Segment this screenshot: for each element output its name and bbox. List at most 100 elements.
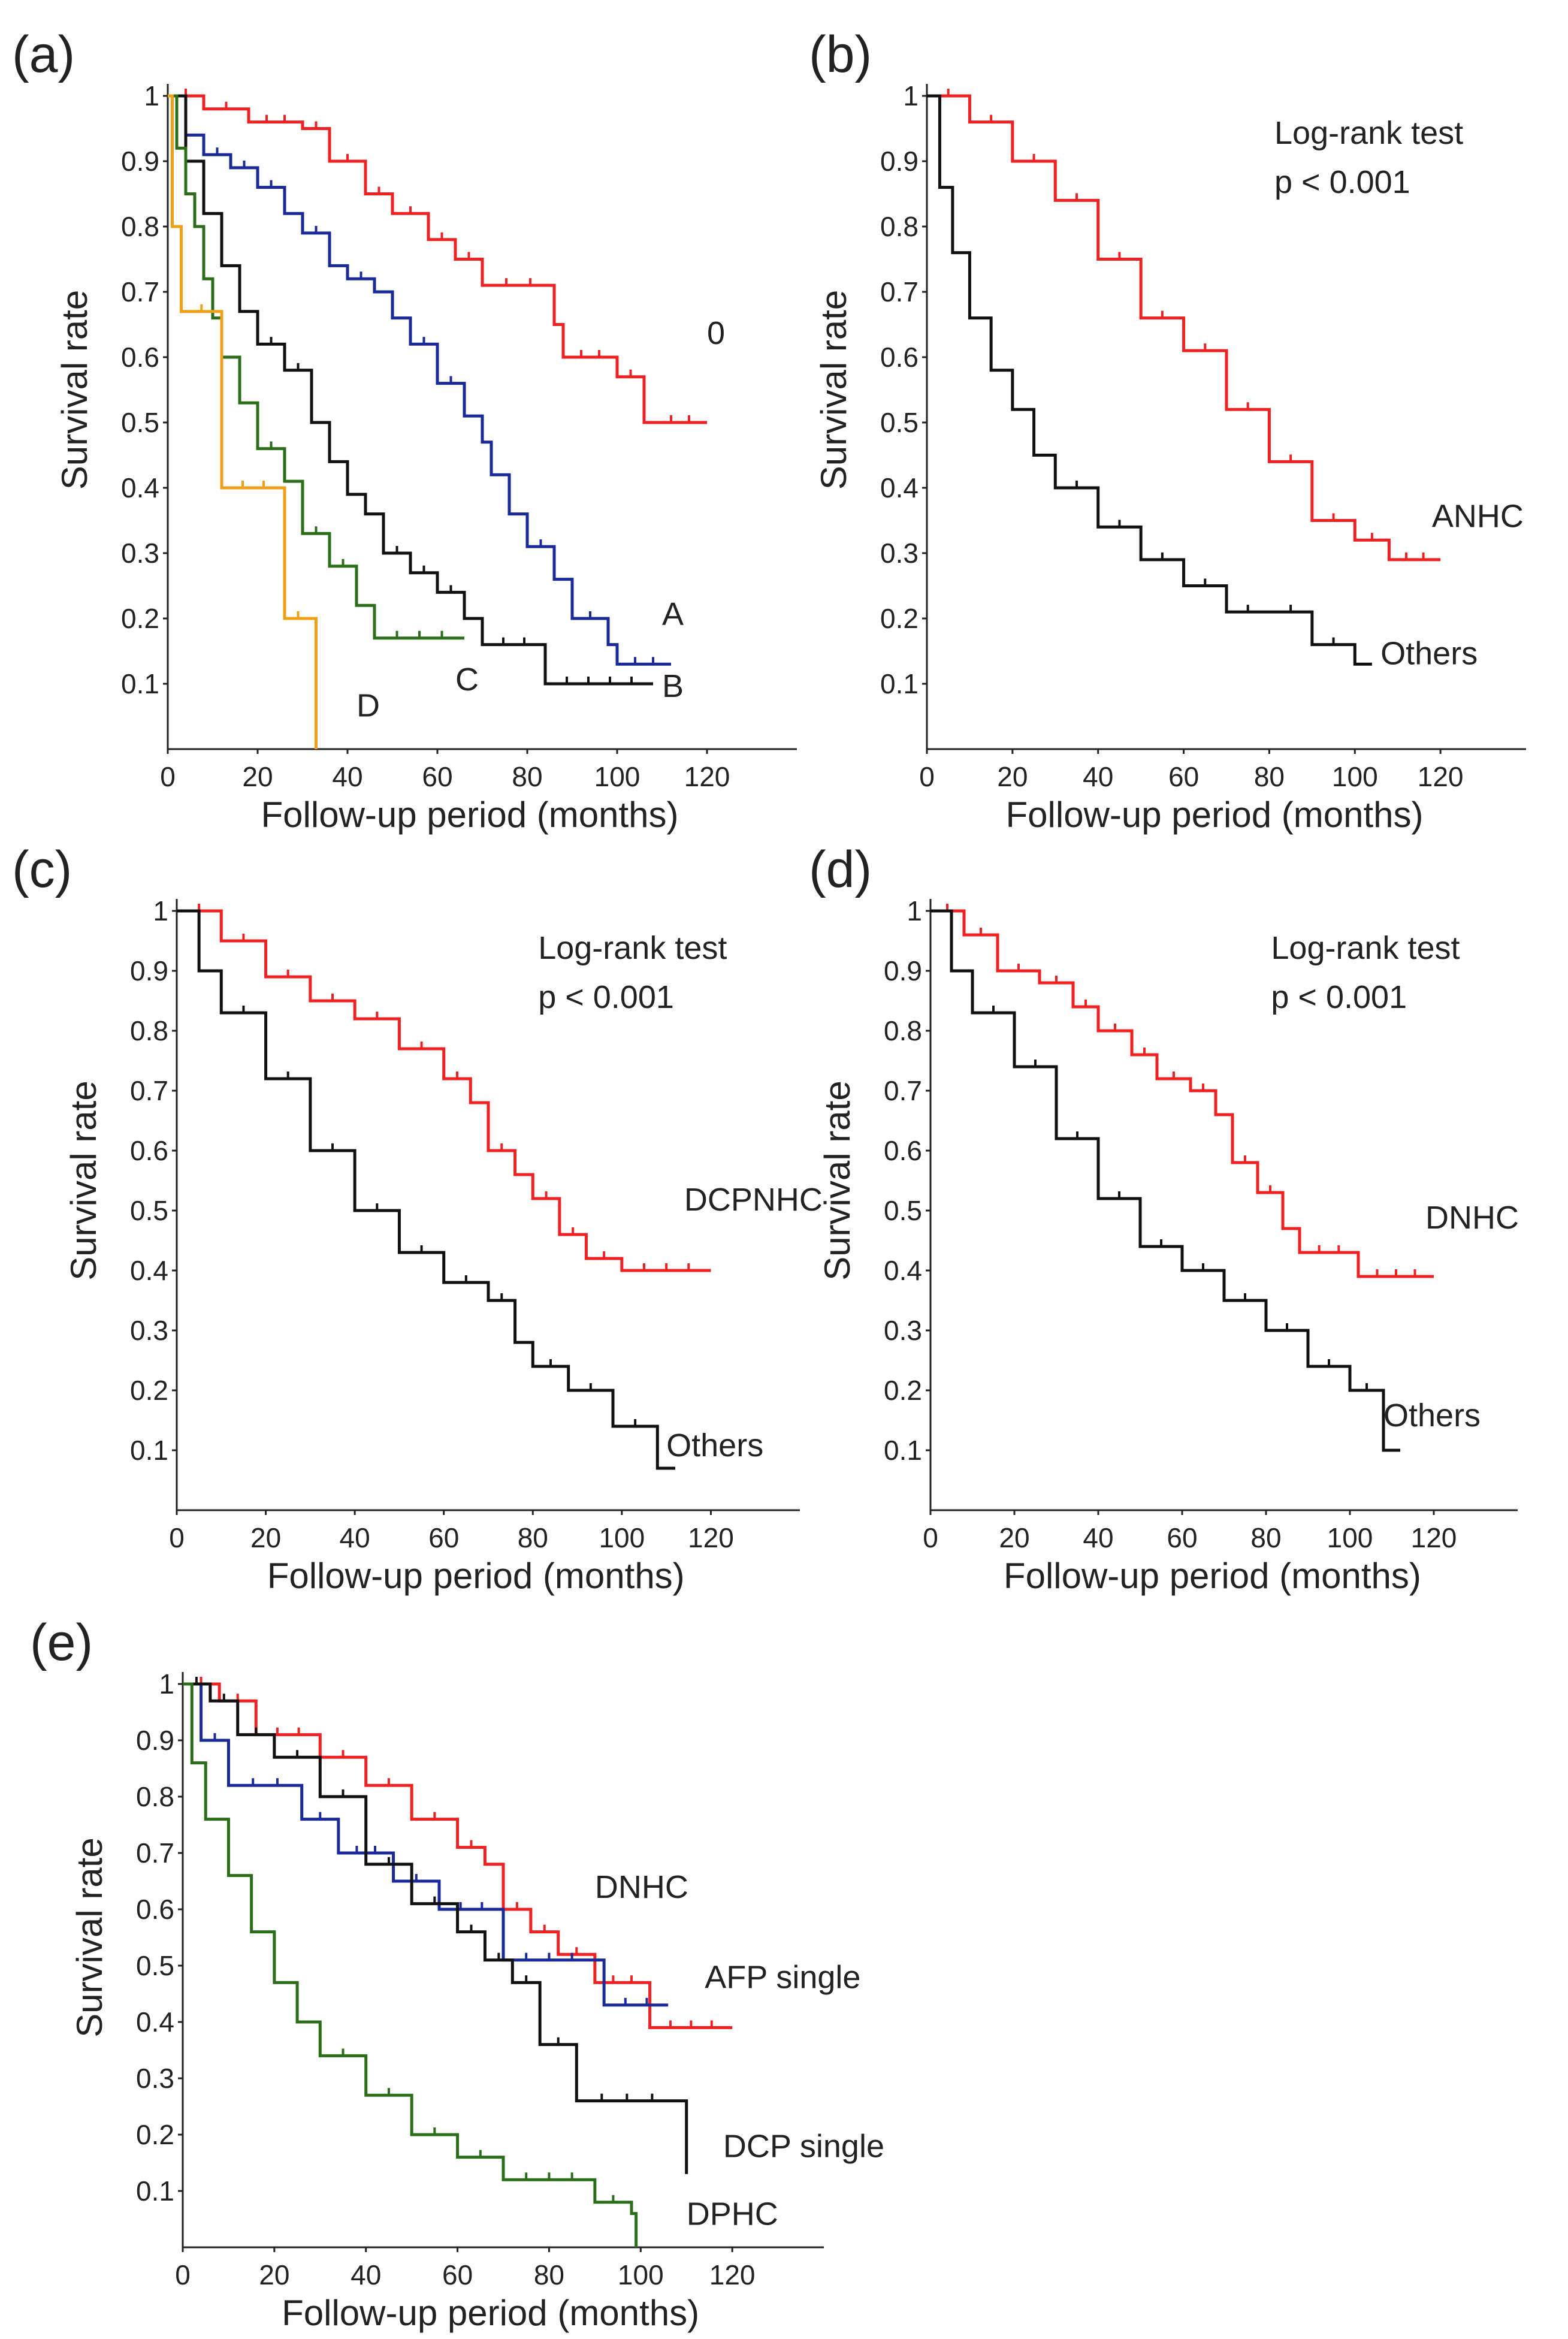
panel-c-y-tick-label: 0.8 bbox=[130, 1015, 168, 1046]
panel-e-x-tick-label: 0 bbox=[175, 2259, 191, 2290]
panel-d-series-label: DNHC bbox=[1425, 1200, 1519, 1236]
panel-c-y-tick-label: 0.9 bbox=[130, 955, 168, 986]
panel-b-y-tick-label: 0.6 bbox=[880, 342, 919, 373]
panel-c-y-tick-label: 0.3 bbox=[130, 1315, 168, 1346]
panel-a-x-tick-label: 60 bbox=[422, 761, 452, 792]
panel-d-x-tick-label: 100 bbox=[1327, 1522, 1373, 1553]
panel-e-x-tick-label: 80 bbox=[534, 2259, 564, 2290]
panel-a-y-tick-label: 0.7 bbox=[121, 276, 159, 307]
panel-a-x-axis-title: Follow-up period (months) bbox=[261, 795, 679, 835]
panel-a-y-tick-label: 0.4 bbox=[121, 472, 159, 503]
panel-d-y-tick-label: 0.2 bbox=[884, 1375, 922, 1406]
panel-a-series-label: C bbox=[455, 662, 479, 698]
panel-e-x-tick-label: 60 bbox=[442, 2259, 473, 2290]
panel-e-x-tick-label: 120 bbox=[709, 2259, 756, 2290]
panel-e-x-tick-label: 40 bbox=[351, 2259, 381, 2290]
panel-c-x-tick-label: 20 bbox=[250, 1522, 281, 1553]
panel-c-series-label: DCPNHC bbox=[684, 1182, 823, 1218]
panel-d-y-tick-label: 0.8 bbox=[884, 1015, 922, 1046]
panel-e-series-label: DPHC bbox=[687, 2196, 778, 2232]
panel-c-x-tick-label: 120 bbox=[688, 1522, 734, 1553]
panel-d-x-tick-label: 60 bbox=[1167, 1522, 1197, 1553]
panel-d: (d) 0.1 0.2 0.3 0.4 0.5 0.6 0.7 0.8 0.9 1 0 20 40 60 80… bbox=[809, 841, 1519, 1596]
panel-c-series-label: Others bbox=[666, 1427, 763, 1463]
panel-a-curve-b bbox=[168, 94, 653, 686]
panel-b-y-tick-label: 0.5 bbox=[880, 407, 919, 438]
panel-c-annotation-line: p < 0.001 bbox=[538, 979, 674, 1015]
panel-a-x-tick-label: 0 bbox=[160, 761, 176, 792]
panel-b-annotation-line: p < 0.001 bbox=[1274, 164, 1410, 200]
panel-b-x-tick-label: 20 bbox=[997, 761, 1028, 792]
panel-c-x-tick-label: 40 bbox=[340, 1522, 370, 1553]
panel-a-label: (a) bbox=[12, 26, 75, 83]
panel-d-x-tick-label: 20 bbox=[999, 1522, 1029, 1553]
panel-e-y-tick-label: 0.1 bbox=[136, 2175, 174, 2207]
panel-e-series-label: DNHC bbox=[595, 1869, 688, 1905]
panel-a: (a) 0.1 0.2 0.3 0.4 0.5 0.6 0.7 0.8 0.9 1 0 20 40 60 80… bbox=[12, 26, 797, 835]
panel-d-x-tick-label: 40 bbox=[1083, 1522, 1113, 1553]
panel-a-y-tick-label: 0.3 bbox=[121, 538, 159, 569]
panel-d-y-tick-label: 0.1 bbox=[884, 1435, 922, 1466]
panel-c-y-tick-label: 0.2 bbox=[130, 1375, 168, 1406]
panel-c-y-tick-label: 0.5 bbox=[130, 1195, 168, 1226]
panel-c-x-axis-title: Follow-up period (months) bbox=[267, 1556, 685, 1596]
panel-d-annotation-line: Log-rank test bbox=[1271, 930, 1460, 966]
panel-e: (e) 0.1 0.2 0.3 0.4 0.5 0.6 0.7 0.8 0.9 1 0 20 40 60 80… bbox=[30, 1614, 884, 2333]
panel-d-label: (d) bbox=[809, 841, 872, 898]
panel-a-y-tick-label: 0.9 bbox=[121, 146, 159, 177]
panel-d-series-label: Others bbox=[1383, 1398, 1481, 1433]
panel-c-x-tick-label: 0 bbox=[169, 1522, 185, 1553]
panel-b-y-axis-title: Survival rate bbox=[814, 290, 854, 490]
panel-e-curve-dphc bbox=[183, 1682, 638, 2247]
panel-b: (b) 0.1 0.2 0.3 0.4 0.5 0.6 0.7 0.8 0.9 1 0 20 40 60 80… bbox=[809, 26, 1526, 835]
panel-e-y-tick-label: 0.7 bbox=[136, 1837, 174, 1869]
panel-b-series-label: Others bbox=[1380, 635, 1478, 671]
panel-b-x-tick-label: 60 bbox=[1168, 761, 1199, 792]
panel-e-x-tick-label: 20 bbox=[259, 2259, 289, 2290]
panel-a-x-tick-label: 100 bbox=[594, 761, 641, 792]
panel-a-y-tick-label: 1 bbox=[144, 80, 159, 111]
panel-d-x-tick-label: 80 bbox=[1250, 1522, 1281, 1553]
panel-c-x-tick-label: 100 bbox=[599, 1522, 645, 1553]
panel-b-y-tick-label: 0.8 bbox=[880, 211, 919, 242]
panel-d-y-tick-label: 0.3 bbox=[884, 1315, 922, 1346]
panel-e-curve-dcp-single bbox=[183, 1682, 688, 2174]
panel-d-x-axis-title: Follow-up period (months) bbox=[1004, 1556, 1421, 1596]
panel-a-series-label: A bbox=[662, 596, 684, 632]
panel-d-y-tick-label: 0.6 bbox=[884, 1135, 922, 1166]
panel-b-x-tick-label: 40 bbox=[1083, 761, 1113, 792]
panel-b-x-tick-label: 80 bbox=[1254, 761, 1285, 792]
panel-d-y-axis-title: Survival rate bbox=[817, 1081, 857, 1280]
panel-b-x-tick-label: 0 bbox=[919, 761, 935, 792]
panel-c-y-tick-label: 0.6 bbox=[130, 1135, 168, 1166]
panel-b-curve-others bbox=[927, 94, 1372, 666]
panel-b-y-tick-label: 0.1 bbox=[880, 668, 919, 699]
panel-c-y-tick-label: 0.7 bbox=[130, 1075, 168, 1106]
panel-c-y-axis-title: Survival rate bbox=[64, 1081, 104, 1280]
panel-a-y-tick-label: 0.1 bbox=[121, 668, 159, 699]
panel-b-y-tick-label: 0.3 bbox=[880, 538, 919, 569]
panel-b-y-tick-label: 0.2 bbox=[880, 603, 919, 634]
panel-e-curve-afp-single bbox=[183, 1682, 669, 2007]
panel-e-y-tick-label: 0.6 bbox=[136, 1894, 174, 1925]
panel-a-y-tick-label: 0.6 bbox=[121, 342, 159, 373]
panel-d-y-tick-label: 0.5 bbox=[884, 1195, 922, 1226]
panel-c-y-tick-label: 0.4 bbox=[130, 1255, 168, 1286]
panel-a-x-tick-label: 40 bbox=[332, 761, 362, 792]
panel-e-y-tick-label: 0.9 bbox=[136, 1725, 174, 1756]
panel-e-y-axis-title: Survival rate bbox=[70, 1837, 110, 2037]
panel-a-series-label: B bbox=[662, 668, 684, 704]
panel-c: (c) 0.1 0.2 0.3 0.4 0.5 0.6 0.7 0.8 0.9 1 0 20 40 60 80… bbox=[12, 841, 823, 1596]
panel-b-y-tick-label: 0.9 bbox=[880, 146, 919, 177]
panel-d-x-tick-label: 0 bbox=[923, 1522, 938, 1553]
panel-c-y-tick-label: 1 bbox=[153, 895, 168, 926]
panel-c-x-tick-label: 80 bbox=[518, 1522, 548, 1553]
panel-c-y-tick-label: 0.1 bbox=[130, 1435, 168, 1466]
panel-e-series-label: AFP single bbox=[705, 1960, 860, 1996]
panel-b-x-tick-label: 120 bbox=[1418, 761, 1464, 792]
panel-a-curve-a bbox=[168, 94, 671, 666]
panel-d-annotation-line: p < 0.001 bbox=[1271, 979, 1407, 1015]
panel-a-curve-c bbox=[168, 94, 464, 640]
panel-a-x-tick-label: 20 bbox=[242, 761, 273, 792]
